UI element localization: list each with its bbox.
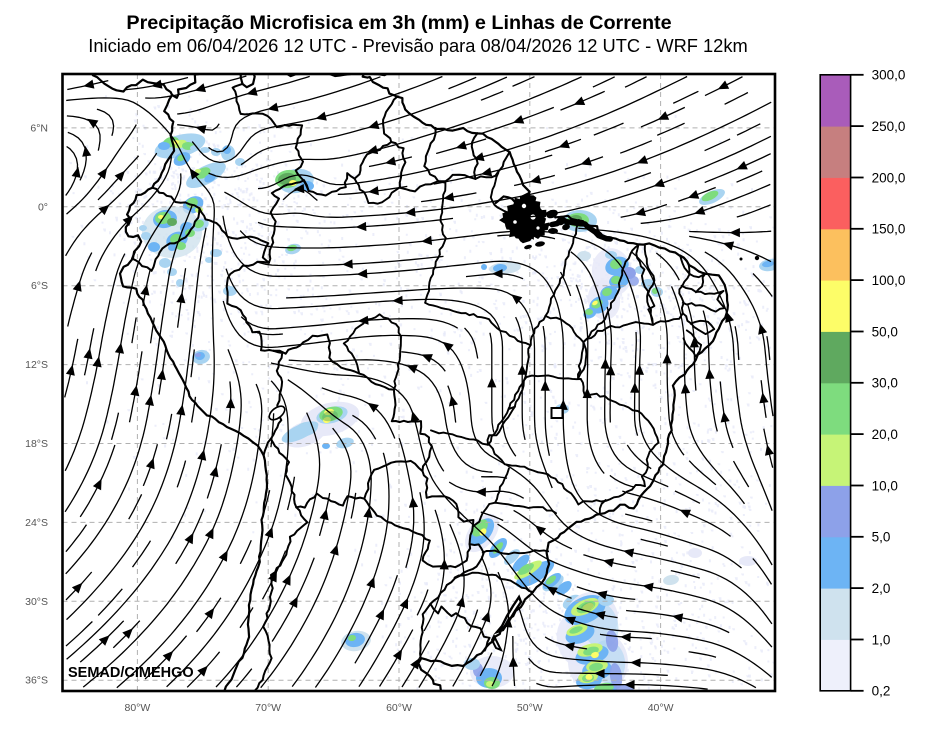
svg-text:300,0: 300,0 [872, 68, 906, 83]
svg-text:250,0: 250,0 [872, 119, 906, 134]
svg-text:SEMAD/CIMEHGO: SEMAD/CIMEHGO [68, 665, 194, 681]
svg-text:100,0: 100,0 [872, 273, 906, 288]
svg-text:80°W: 80°W [125, 702, 151, 714]
svg-text:30°S: 30°S [25, 596, 48, 608]
svg-text:50,0: 50,0 [872, 324, 898, 339]
svg-text:50°W: 50°W [517, 702, 543, 714]
svg-text:40°W: 40°W [648, 702, 674, 714]
svg-text:60°W: 60°W [386, 702, 412, 714]
svg-text:1,0: 1,0 [872, 632, 891, 647]
svg-text:0°: 0° [38, 201, 48, 213]
svg-text:30,0: 30,0 [872, 376, 898, 391]
svg-text:10,0: 10,0 [872, 478, 898, 493]
svg-text:24°S: 24°S [25, 517, 48, 529]
svg-text:12°S: 12°S [25, 359, 48, 371]
svg-text:70°W: 70°W [255, 702, 281, 714]
svg-text:36°S: 36°S [25, 675, 48, 687]
svg-text:6°S: 6°S [31, 280, 48, 292]
svg-text:200,0: 200,0 [872, 170, 906, 185]
svg-text:Precipitação Microfisica em 3h: Precipitação Microfisica em 3h (mm) e Li… [126, 12, 671, 34]
svg-text:Iniciado em 06/04/2026 12 UTC: Iniciado em 06/04/2026 12 UTC - Previsão… [88, 35, 747, 56]
svg-text:18°S: 18°S [25, 438, 48, 450]
svg-text:20,0: 20,0 [872, 427, 898, 442]
svg-text:0,2: 0,2 [872, 684, 891, 699]
svg-text:2,0: 2,0 [872, 581, 891, 596]
svg-text:150,0: 150,0 [872, 222, 906, 237]
svg-text:6°N: 6°N [30, 122, 48, 134]
svg-text:5,0: 5,0 [872, 530, 891, 545]
